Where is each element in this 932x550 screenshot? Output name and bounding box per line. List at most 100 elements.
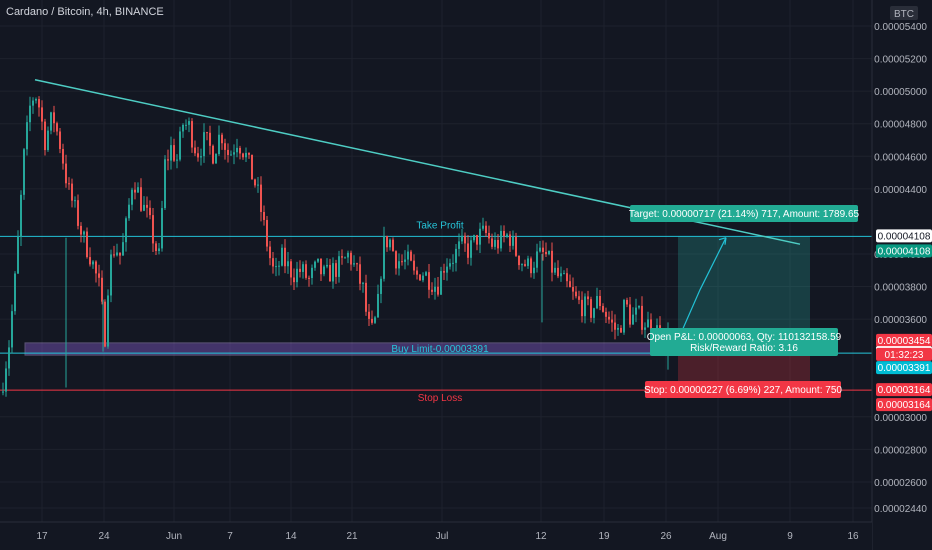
candle (98, 273, 100, 278)
candle (578, 296, 580, 300)
candle (320, 258, 322, 275)
y-tick-label: 0.00005400 (874, 22, 927, 33)
candle (242, 153, 244, 158)
candle (161, 208, 163, 249)
x-tick-label: Jun (166, 531, 182, 542)
candle (647, 319, 649, 328)
candle (2, 391, 4, 393)
candle (536, 251, 538, 268)
candle (131, 189, 133, 205)
candle (623, 299, 625, 333)
candle (245, 152, 247, 158)
candle (395, 251, 397, 269)
candle (488, 233, 490, 239)
candle (206, 132, 208, 134)
candle (299, 268, 301, 272)
candle (14, 273, 16, 312)
y-tick-label: 0.00003600 (874, 315, 927, 326)
candle (257, 184, 259, 186)
price-badge-label: 0.00003454 (878, 336, 931, 347)
candle (494, 239, 496, 247)
candle (389, 239, 391, 248)
candle (608, 316, 610, 320)
candle (527, 258, 529, 266)
candle (23, 149, 25, 195)
candle (209, 132, 211, 146)
y-tick-label: 0.00005200 (874, 55, 927, 66)
candle (194, 147, 196, 154)
x-tick-label: 7 (227, 531, 233, 542)
candle (440, 271, 442, 295)
candle (509, 234, 511, 246)
candle (74, 200, 76, 202)
x-tick-label: 14 (285, 531, 297, 542)
position-arrow-head (718, 237, 727, 245)
candle (296, 268, 298, 283)
candle (80, 225, 82, 235)
candle (224, 143, 226, 150)
candle (59, 131, 61, 149)
take-profit-label: Take Profit (416, 220, 463, 231)
candle (128, 204, 130, 219)
candle (407, 251, 409, 260)
candle (635, 307, 637, 315)
candle (11, 311, 13, 348)
y-tick-label: 0.00003000 (874, 413, 927, 424)
candle (431, 289, 433, 292)
candle (482, 225, 484, 229)
candle (140, 187, 142, 211)
candle (143, 204, 145, 211)
currency-badge (890, 6, 918, 20)
candle (233, 152, 235, 155)
candle (56, 123, 58, 132)
candle (86, 231, 88, 258)
candle (212, 145, 214, 164)
candle (650, 319, 652, 335)
candle (338, 256, 340, 277)
candle (35, 99, 37, 101)
candle (530, 258, 532, 274)
candle (497, 239, 499, 249)
candle (221, 134, 223, 144)
candle (515, 236, 517, 256)
candle (356, 263, 358, 265)
candle (380, 278, 382, 294)
candle (422, 275, 424, 281)
candle (83, 231, 85, 235)
x-tick-label: 19 (598, 531, 610, 542)
candle (602, 306, 604, 312)
candle (620, 327, 622, 333)
candle (146, 204, 148, 208)
candle (599, 296, 601, 307)
candle (470, 240, 472, 258)
candle (5, 368, 7, 392)
candle (410, 251, 412, 261)
candle (53, 112, 55, 124)
candle (350, 252, 352, 265)
candle (452, 262, 454, 264)
candle (632, 314, 634, 325)
candle (596, 296, 598, 309)
candle (347, 252, 349, 258)
countdown-badge (876, 347, 932, 361)
candle (29, 105, 31, 123)
candle (149, 207, 151, 216)
candle (197, 153, 199, 158)
candle (533, 267, 535, 274)
candle (173, 145, 175, 161)
candle (335, 263, 337, 277)
candle (473, 235, 475, 241)
candle (614, 322, 616, 330)
candle (572, 287, 574, 292)
candle (278, 265, 280, 267)
candle (563, 273, 565, 275)
candle (311, 267, 313, 278)
candle (110, 254, 112, 296)
price-badge-label: 0.00003391 (878, 363, 931, 374)
price-badge (876, 361, 932, 375)
y-tick-label: 0.00005000 (874, 87, 927, 98)
x-tick-label: Jul (436, 531, 449, 542)
candle (581, 299, 583, 317)
